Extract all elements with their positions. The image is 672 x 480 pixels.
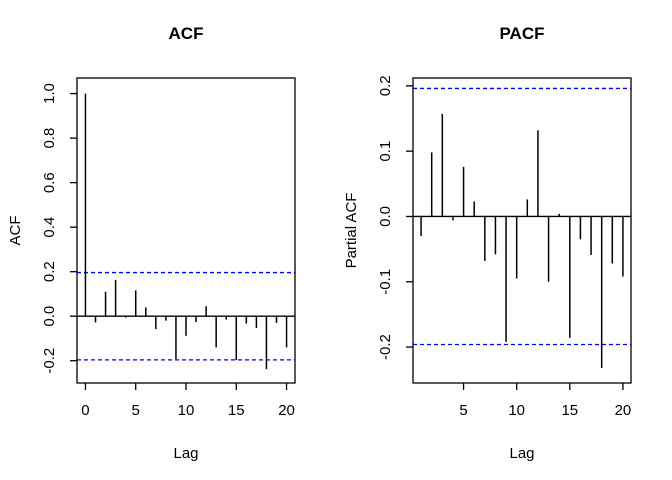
plot-box bbox=[76, 77, 296, 384]
y-tick-label: 0.4 bbox=[41, 217, 58, 238]
plot-title: ACF bbox=[169, 24, 204, 43]
x-tick-label: 15 bbox=[228, 402, 245, 419]
x-tick-label: 0 bbox=[81, 402, 89, 419]
y-tick-label: 1.0 bbox=[41, 83, 58, 104]
x-axis-label: Lag bbox=[173, 445, 198, 462]
plot-box bbox=[412, 77, 632, 384]
x-tick-label: 5 bbox=[132, 402, 140, 419]
x-tick-label: 5 bbox=[459, 402, 467, 419]
y-tick-label: 0.0 bbox=[377, 206, 394, 227]
y-tick-label: 0.0 bbox=[41, 306, 58, 327]
pacf-plot-panel: 5 10 15 20 -0.2 -0.1 0.0 0.1 0.2 PACF Lag Partial A… bbox=[343, 24, 632, 462]
y-axis-label: ACF bbox=[7, 216, 24, 246]
plot-title: PACF bbox=[499, 24, 544, 43]
y-tick-label: 0.8 bbox=[41, 128, 58, 149]
y-axis-label: Partial ACF bbox=[343, 193, 360, 269]
x-tick-label: 15 bbox=[561, 402, 578, 419]
y-tick-label: 0.2 bbox=[377, 75, 394, 96]
acf-plot-panel: 0 5 10 15 20 -0.2 0.0 0.2 0.4 0.6 0.8 1.0 ACF Lag ACF bbox=[7, 24, 296, 462]
x-axis-label: Lag bbox=[509, 445, 534, 462]
y-tick-label: 0.6 bbox=[41, 172, 58, 193]
y-tick-label: -0.1 bbox=[377, 269, 394, 295]
x-tick-label: 20 bbox=[615, 402, 632, 419]
x-tick-label: 20 bbox=[278, 402, 295, 419]
x-tick-label: 10 bbox=[508, 402, 525, 419]
y-tick-label: 0.1 bbox=[377, 141, 394, 162]
y-tick-label: -0.2 bbox=[377, 334, 394, 360]
y-tick-label: 0.2 bbox=[41, 261, 58, 282]
y-tick-label: -0.2 bbox=[41, 348, 58, 374]
x-tick-label: 10 bbox=[178, 402, 195, 419]
